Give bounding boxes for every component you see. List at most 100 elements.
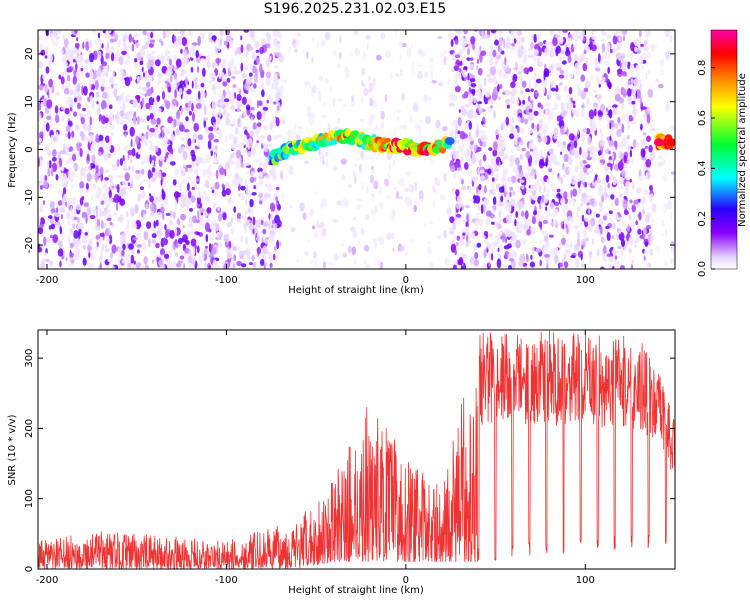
heatmap-cell: [311, 36, 315, 43]
heatmap-cell: [625, 144, 631, 152]
heatmap-cell: [531, 196, 538, 201]
heatmap-cell: [590, 124, 594, 134]
heatmap-cell: [187, 231, 191, 238]
heatmap-cell: [484, 240, 490, 245]
heatmap-cell: [163, 179, 168, 185]
heatmap-cell: [96, 218, 101, 227]
heatmap-cell: [480, 134, 487, 143]
heatmap-cell: [322, 160, 325, 165]
heatmap-cell: [394, 130, 397, 137]
heatmap-cell: [138, 181, 144, 185]
heatmap-cell: [230, 217, 234, 223]
heatmap-cell: [275, 255, 279, 264]
heatmap-cell: [363, 259, 367, 265]
heatmap-cell: [486, 74, 491, 78]
heatmap-cell: [134, 171, 140, 182]
heatmap-cell: [131, 43, 135, 52]
heatmap-cell: [537, 41, 544, 47]
heatmap-cell: [235, 159, 241, 170]
heatmap-cell: [143, 156, 149, 164]
heatmap-cell: [614, 93, 621, 102]
heatmap-cell: [455, 217, 461, 225]
heatmap-cell: [537, 178, 540, 187]
heatmap-cell: [47, 236, 50, 244]
heatmap-cell: [191, 186, 196, 191]
heatmap-cell: [561, 258, 565, 265]
heatmap-cell: [317, 92, 323, 103]
heatmap-cell: [470, 83, 477, 88]
heatmap-cell: [230, 159, 235, 165]
heatmap-cell: [81, 85, 84, 96]
heatmap-cell: [518, 167, 522, 174]
heatmap-cell: [621, 113, 627, 122]
heatmap-cell: [620, 71, 627, 76]
heatmap-cell: [119, 120, 125, 127]
heatmap-cell: [566, 93, 572, 102]
heatmap-cell: [638, 169, 642, 178]
heatmap-cell: [608, 83, 612, 90]
heatmap-cell: [194, 244, 198, 249]
heatmap-cell: [125, 95, 128, 104]
heatmap-cell: [602, 177, 606, 184]
heatmap-cell: [596, 248, 600, 258]
heatmap-cell: [517, 137, 521, 143]
heatmap-cell: [627, 205, 631, 211]
heatmap-cell: [74, 150, 80, 156]
heatmap-cell: [259, 258, 265, 266]
heatmap-cell: [490, 158, 495, 169]
heatmap-cell: [78, 54, 84, 63]
heatmap-cell: [447, 213, 451, 219]
heatmap-cell: [568, 223, 571, 231]
heatmap-cell: [591, 44, 597, 52]
heatmap-cell: [625, 176, 630, 181]
heatmap-cell: [443, 56, 447, 66]
heatmap-cell: [266, 99, 270, 104]
heatmap-cell: [43, 236, 47, 247]
heatmap-cell: [294, 48, 298, 53]
heatmap-cell: [414, 182, 418, 191]
heatmap-cell: [581, 214, 585, 223]
heatmap-cell: [45, 217, 48, 227]
heatmap-cell: [157, 232, 162, 240]
heatmap-cell: [366, 42, 369, 51]
heatmap-cell: [597, 150, 602, 156]
heatmap-cell: [157, 72, 163, 79]
heatmap-cell: [614, 122, 619, 129]
heatmap-cell: [495, 200, 501, 207]
heatmap-cell: [651, 216, 655, 227]
heatmap-cell: [640, 123, 643, 131]
heatmap-cell: [38, 35, 44, 41]
heatmap-cell: [44, 83, 48, 94]
heatmap-cell: [476, 88, 482, 97]
heatmap-cell: [504, 153, 509, 161]
heatmap-cell: [247, 219, 251, 223]
heatmap-cell: [303, 250, 310, 257]
heatmap-cell: [73, 165, 77, 170]
heatmap-cell: [140, 191, 146, 199]
heatmap-cell: [148, 43, 154, 48]
heatmap-cell: [473, 259, 480, 267]
heatmap-cell: [82, 107, 86, 112]
heatmap-cell: [488, 147, 493, 151]
heatmap-cell: [628, 214, 632, 221]
heatmap-cell: [257, 247, 260, 257]
heatmap-cell: [488, 233, 493, 238]
heatmap-cell: [144, 140, 148, 147]
heatmap-cell: [374, 257, 377, 264]
heatmap-cell: [474, 176, 478, 182]
heatmap-cell: [92, 50, 98, 60]
heatmap-cell: [90, 143, 95, 153]
heatmap-cell: [519, 65, 524, 73]
heatmap-cell: [521, 184, 525, 190]
heatmap-cell: [173, 72, 178, 80]
heatmap-cell: [462, 141, 465, 148]
heatmap-cell: [139, 168, 142, 179]
heatmap-cell: [133, 222, 137, 230]
heatmap-cell: [102, 144, 106, 151]
heatmap-cell: [40, 260, 46, 269]
heatmap-cell: [564, 69, 569, 79]
heatmap-cell: [460, 185, 467, 191]
heatmap-cell: [167, 86, 172, 93]
heatmap-cell: [259, 160, 262, 169]
heatmap-cell: [332, 96, 336, 107]
